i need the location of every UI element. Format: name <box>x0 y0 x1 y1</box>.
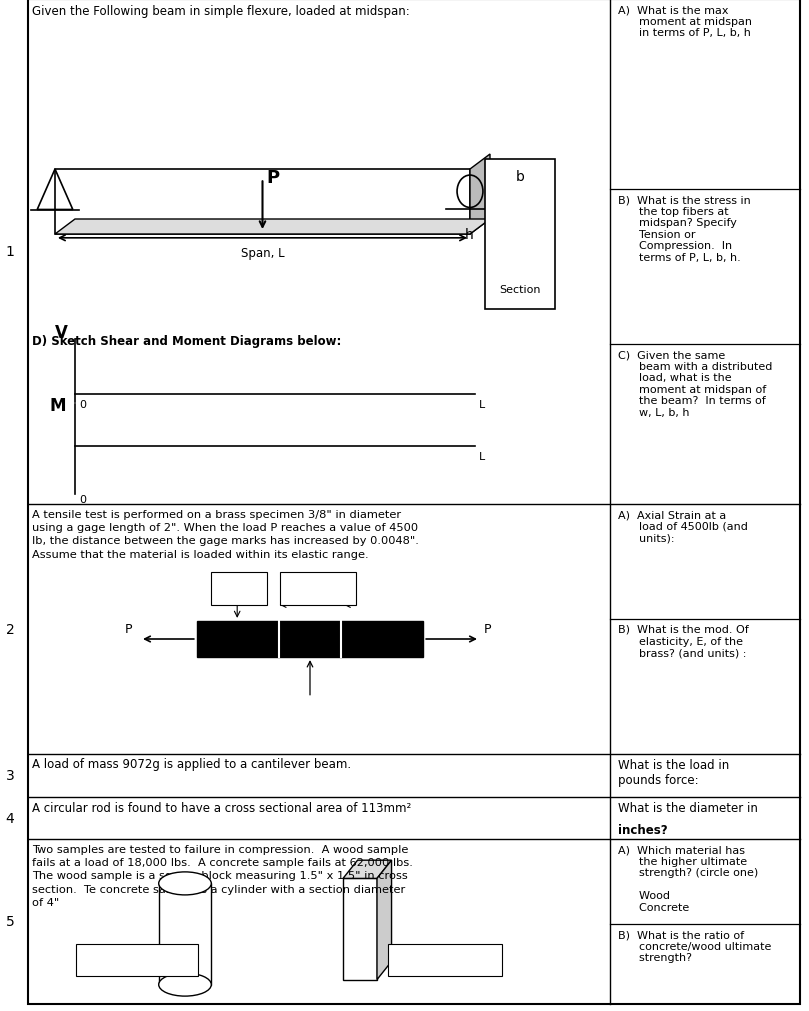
Text: 3/8": 3/8" <box>226 583 248 593</box>
FancyBboxPatch shape <box>388 943 502 976</box>
Text: Span, L: Span, L <box>241 247 284 260</box>
Polygon shape <box>377 860 392 980</box>
Text: inches?: inches? <box>618 824 667 836</box>
Text: B)  What is the ratio of
      concrete/wood ultimate
      strength?: B) What is the ratio of concrete/wood ul… <box>618 929 772 962</box>
Text: Given the Following beam in simple flexure, loaded at midspan:: Given the Following beam in simple flexu… <box>32 5 410 18</box>
Text: A)  What is the max
      moment at midspan
      in terms of P, L, b, h: A) What is the max moment at midspan in … <box>618 5 752 38</box>
Text: What is the load in
pounds force:: What is the load in pounds force: <box>618 758 730 787</box>
Text: P: P <box>484 623 491 636</box>
Text: Concrete: Concrete <box>112 954 162 964</box>
FancyBboxPatch shape <box>76 943 197 976</box>
Text: P: P <box>266 169 280 187</box>
Text: b: b <box>515 170 524 184</box>
Text: What is the diameter in: What is the diameter in <box>618 802 758 814</box>
Text: A)  Which material has
      the higher ultimate
      strength? (circle one)

 : A) Which material has the higher ultimat… <box>618 844 758 912</box>
Polygon shape <box>470 155 490 235</box>
Polygon shape <box>343 879 377 980</box>
Text: A circular rod is found to have a cross sectional area of 113mm²: A circular rod is found to have a cross … <box>32 802 411 815</box>
Polygon shape <box>485 160 555 309</box>
Ellipse shape <box>159 974 211 996</box>
Text: B)  What is the mod. Of
      elasticity, E, of the
      brass? (and units) :: B) What is the mod. Of elasticity, E, of… <box>618 625 749 657</box>
Text: A load of mass 9072g is applied to a cantilever beam.: A load of mass 9072g is applied to a can… <box>32 757 351 770</box>
Text: V: V <box>55 324 68 342</box>
Polygon shape <box>55 170 470 235</box>
Text: C)  Given the same
      beam with a distributed
      load, what is the
      m: C) Given the same beam with a distribute… <box>618 350 773 418</box>
Text: Two samples are tested to failure in compression.  A wood sample
fails at a load: Two samples are tested to failure in com… <box>32 844 413 907</box>
Text: 3: 3 <box>6 768 15 783</box>
Text: Wood: Wood <box>430 954 460 964</box>
Text: 4: 4 <box>6 811 15 825</box>
Text: 1: 1 <box>6 246 15 259</box>
Text: 0: 0 <box>79 494 86 504</box>
Text: 2: 2 <box>6 623 15 636</box>
FancyBboxPatch shape <box>280 572 356 605</box>
Polygon shape <box>343 860 392 879</box>
Polygon shape <box>55 219 490 235</box>
Text: Section: Section <box>499 284 540 294</box>
Text: L: L <box>479 452 485 462</box>
Polygon shape <box>159 884 211 985</box>
Text: D) Sketch Shear and Moment Diagrams below:: D) Sketch Shear and Moment Diagrams belo… <box>32 335 341 348</box>
Text: P: P <box>125 623 132 636</box>
Text: A)  Axial Strain at a
      load of 4500lb (and
      units):: A) Axial Strain at a load of 4500lb (and… <box>618 510 748 543</box>
Text: M: M <box>49 396 66 415</box>
Text: A tensile test is performed on a brass specimen 3/8" in diameter
using a gage le: A tensile test is performed on a brass s… <box>32 510 419 559</box>
Ellipse shape <box>159 872 211 895</box>
Text: 5: 5 <box>6 915 15 928</box>
Polygon shape <box>197 621 423 657</box>
Text: Lo=2": Lo=2" <box>301 583 336 593</box>
Text: h: h <box>464 227 473 242</box>
Text: B)  What is the stress in
      the top fibers at
      midspan? Specify
      T: B) What is the stress in the top fibers … <box>618 195 751 263</box>
Text: L: L <box>479 399 485 409</box>
Text: 0: 0 <box>79 399 86 409</box>
FancyBboxPatch shape <box>211 572 267 605</box>
